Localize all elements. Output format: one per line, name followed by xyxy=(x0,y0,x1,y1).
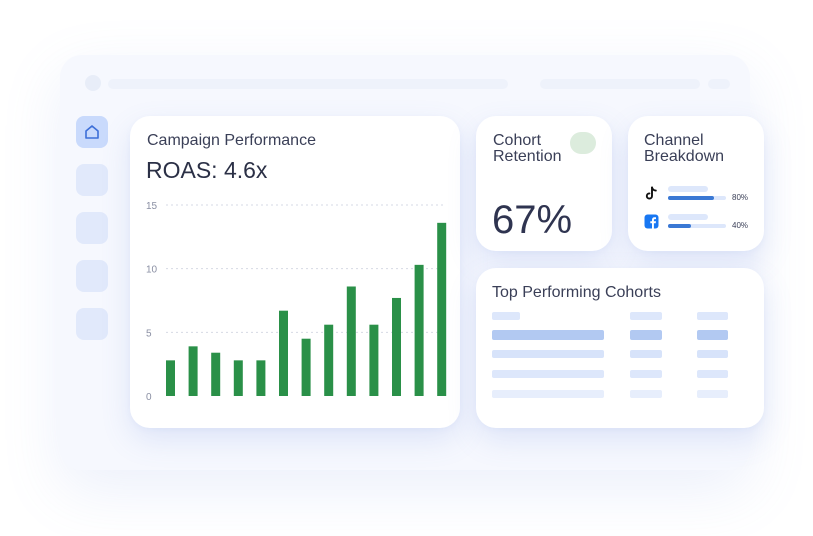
table-cell-placeholder xyxy=(697,330,728,340)
channel-row-facebook: 40% xyxy=(644,214,759,234)
table-cell-placeholder xyxy=(630,390,662,398)
cohort-retention-card: Cohort Retention 67% xyxy=(476,116,612,251)
retention-value: 67% xyxy=(492,198,573,242)
chart-bar xyxy=(256,360,266,396)
chart-bar xyxy=(369,324,379,396)
y-tick-label: 5 xyxy=(146,328,152,339)
table-header-placeholder xyxy=(492,312,520,320)
card-title: Channel Breakdown xyxy=(644,132,725,165)
y-tick-label: 10 xyxy=(146,265,158,276)
top-cohorts-card: Top Performing Cohorts xyxy=(476,268,764,428)
chart-bar xyxy=(279,310,288,396)
table-cell-placeholder xyxy=(492,370,604,378)
topbar-placeholder xyxy=(540,79,700,89)
table-cell-placeholder xyxy=(630,330,662,340)
table-cell-placeholder xyxy=(630,370,662,378)
sidebar-item[interactable] xyxy=(76,164,108,196)
chart-bar xyxy=(346,286,356,396)
chart-bar xyxy=(301,338,311,396)
progress-bar xyxy=(668,196,726,200)
table-cell-placeholder xyxy=(630,350,662,358)
campaign-performance-card: Campaign Performance ROAS: 4.6x 0 5 10 15 xyxy=(130,116,460,428)
y-tick-label: 0 xyxy=(146,392,152,403)
channel-label-placeholder xyxy=(668,186,708,192)
table-cell-placeholder xyxy=(697,390,728,398)
home-icon xyxy=(85,125,99,139)
sidebar-item[interactable] xyxy=(76,260,108,292)
progress-fill xyxy=(668,196,715,200)
table-cell-placeholder xyxy=(492,390,604,398)
channel-breakdown-card: Channel Breakdown 80% 40% xyxy=(628,116,764,251)
y-tick-label: 15 xyxy=(146,201,158,212)
topbar-placeholder xyxy=(108,79,508,89)
channel-label-placeholder xyxy=(668,214,708,220)
window-logo-icon xyxy=(85,75,101,91)
channel-percent: 80% xyxy=(732,193,749,202)
channel-row-tiktok: 80% xyxy=(644,186,759,206)
table-cell-placeholder xyxy=(492,350,604,358)
roas-bar-chart: 0 5 10 15 xyxy=(146,201,447,403)
table-cell-placeholder xyxy=(697,350,728,358)
roas-metric: ROAS: 4.6x xyxy=(146,157,268,183)
table-header-placeholder xyxy=(697,312,728,320)
table-header-placeholder xyxy=(630,312,662,320)
chart-bar xyxy=(233,360,243,396)
card-title: Campaign Performance xyxy=(147,132,316,149)
chart-bar xyxy=(392,297,401,396)
sidebar-item[interactable] xyxy=(76,308,108,340)
tiktok-icon xyxy=(645,186,657,200)
topbar-placeholder xyxy=(708,79,730,89)
chart-bar xyxy=(188,346,198,396)
status-pill xyxy=(570,132,596,154)
chart-bar xyxy=(211,352,221,396)
table-cell-placeholder xyxy=(492,330,604,340)
card-title: Top Performing Cohorts xyxy=(492,284,661,301)
chart-bar xyxy=(414,264,424,396)
table-cell-placeholder xyxy=(697,370,728,378)
card-title: Cohort Retention xyxy=(493,132,562,165)
sidebar-item-home[interactable] xyxy=(76,116,108,148)
sidebar-item[interactable] xyxy=(76,212,108,244)
channel-percent: 40% xyxy=(732,221,749,230)
progress-bar xyxy=(668,224,726,228)
chart-bar xyxy=(166,360,175,396)
chart-bar xyxy=(324,324,334,396)
facebook-icon xyxy=(644,214,659,229)
progress-fill xyxy=(668,224,692,228)
chart-bar xyxy=(437,222,447,396)
